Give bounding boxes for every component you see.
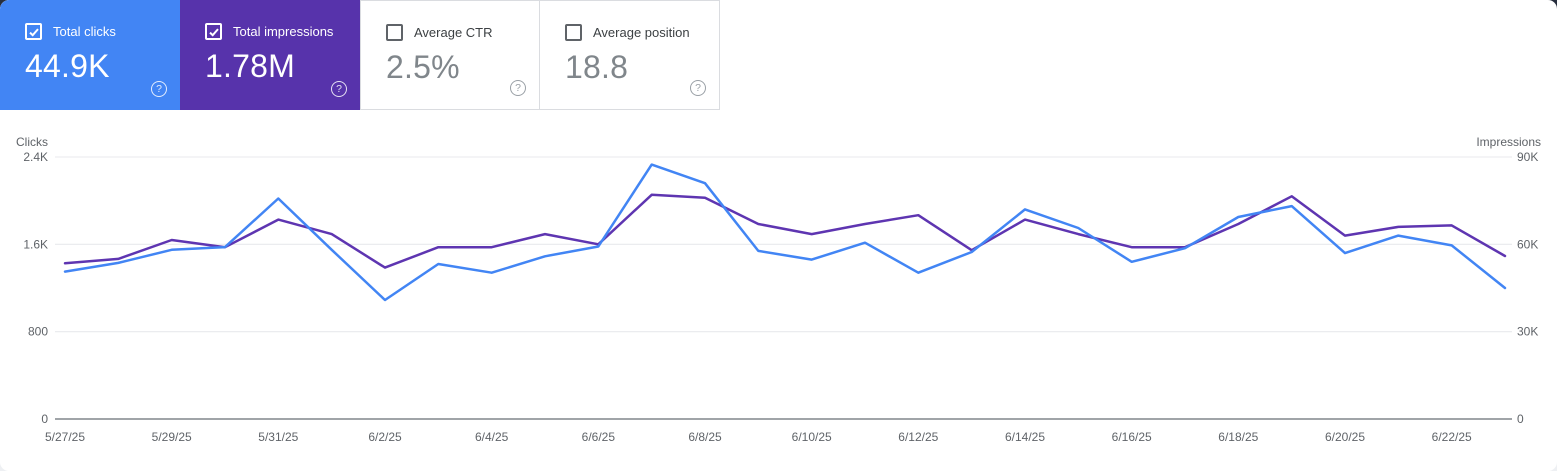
metric-card-value: 1.78M xyxy=(205,48,295,84)
help-icon[interactable]: ? xyxy=(331,81,347,97)
right-axis-tick-label: 60K xyxy=(1517,237,1538,251)
x-axis-label: 6/10/25 xyxy=(792,430,832,444)
metric-cards-row: Total clicks 44.9K ? Total impressions 1… xyxy=(0,0,1557,110)
x-axis-label: 6/2/25 xyxy=(368,430,402,444)
impressions-line-series[interactable] xyxy=(63,193,1507,269)
x-axis-label: 6/22/25 xyxy=(1432,430,1472,444)
help-icon[interactable]: ? xyxy=(151,81,167,97)
left-axis-tick-label: 0 xyxy=(41,412,48,426)
checkmark-icon xyxy=(208,27,219,37)
help-icon[interactable]: ? xyxy=(510,80,526,96)
metric-card-label: Total clicks xyxy=(53,24,116,39)
help-icon[interactable]: ? xyxy=(690,80,706,96)
metric-card-label: Average CTR xyxy=(414,25,493,40)
metric-card-value: 44.9K xyxy=(25,48,110,84)
left-axis-tick-label: 1.6K xyxy=(23,237,48,251)
x-axis-label: 6/16/25 xyxy=(1112,430,1152,444)
x-axis-label: 6/8/25 xyxy=(688,430,722,444)
metric-card-total-impressions[interactable]: Total impressions 1.78M ? xyxy=(180,0,360,110)
average-ctr-checkbox[interactable] xyxy=(386,24,403,41)
x-axis-label: 6/12/25 xyxy=(898,430,938,444)
metric-card-total-clicks[interactable]: Total clicks 44.9K ? xyxy=(0,0,180,110)
left-axis-tick-label: 800 xyxy=(28,325,48,339)
left-axis-tick-label: 2.4K xyxy=(23,150,48,164)
chart-area: 0 0 800 30K 1.6K 60K 2.4K 90K Clicks Impressions 5… xyxy=(0,125,1557,471)
x-axis-label: 5/29/25 xyxy=(152,430,192,444)
average-position-checkbox[interactable] xyxy=(565,24,582,41)
x-axis-label: 6/4/25 xyxy=(475,430,509,444)
x-axis-label: 6/6/25 xyxy=(582,430,616,444)
right-axis-tick-label: 90K xyxy=(1517,150,1538,164)
total-clicks-checkbox[interactable] xyxy=(25,23,42,40)
clicks-line-series[interactable] xyxy=(63,163,1507,302)
x-axis-label: 6/18/25 xyxy=(1218,430,1258,444)
x-axis-label: 5/31/25 xyxy=(258,430,298,444)
metric-card-value: 18.8 xyxy=(565,49,629,85)
x-axis-label: 6/14/25 xyxy=(1005,430,1045,444)
right-axis-tick-label: 0 xyxy=(1517,412,1524,426)
performance-chart[interactable]: 0 0 800 30K 1.6K 60K 2.4K 90K Clicks Impressions 5… xyxy=(0,125,1557,471)
x-axis-label: 6/20/25 xyxy=(1325,430,1365,444)
right-axis-title: Impressions xyxy=(1476,135,1541,149)
checkmark-icon xyxy=(28,27,39,37)
right-axis-tick-label: 30K xyxy=(1517,325,1538,339)
total-impressions-checkbox[interactable] xyxy=(205,23,222,40)
metric-card-label: Average position xyxy=(593,25,690,40)
metric-card-average-position[interactable]: Average position 18.8 ? xyxy=(540,0,720,110)
metric-card-value: 2.5% xyxy=(386,49,460,85)
metric-card-label: Total impressions xyxy=(233,24,334,39)
left-axis-title: Clicks xyxy=(16,135,48,149)
metric-card-average-ctr[interactable]: Average CTR 2.5% ? xyxy=(360,0,540,110)
x-axis-label: 5/27/25 xyxy=(45,430,85,444)
